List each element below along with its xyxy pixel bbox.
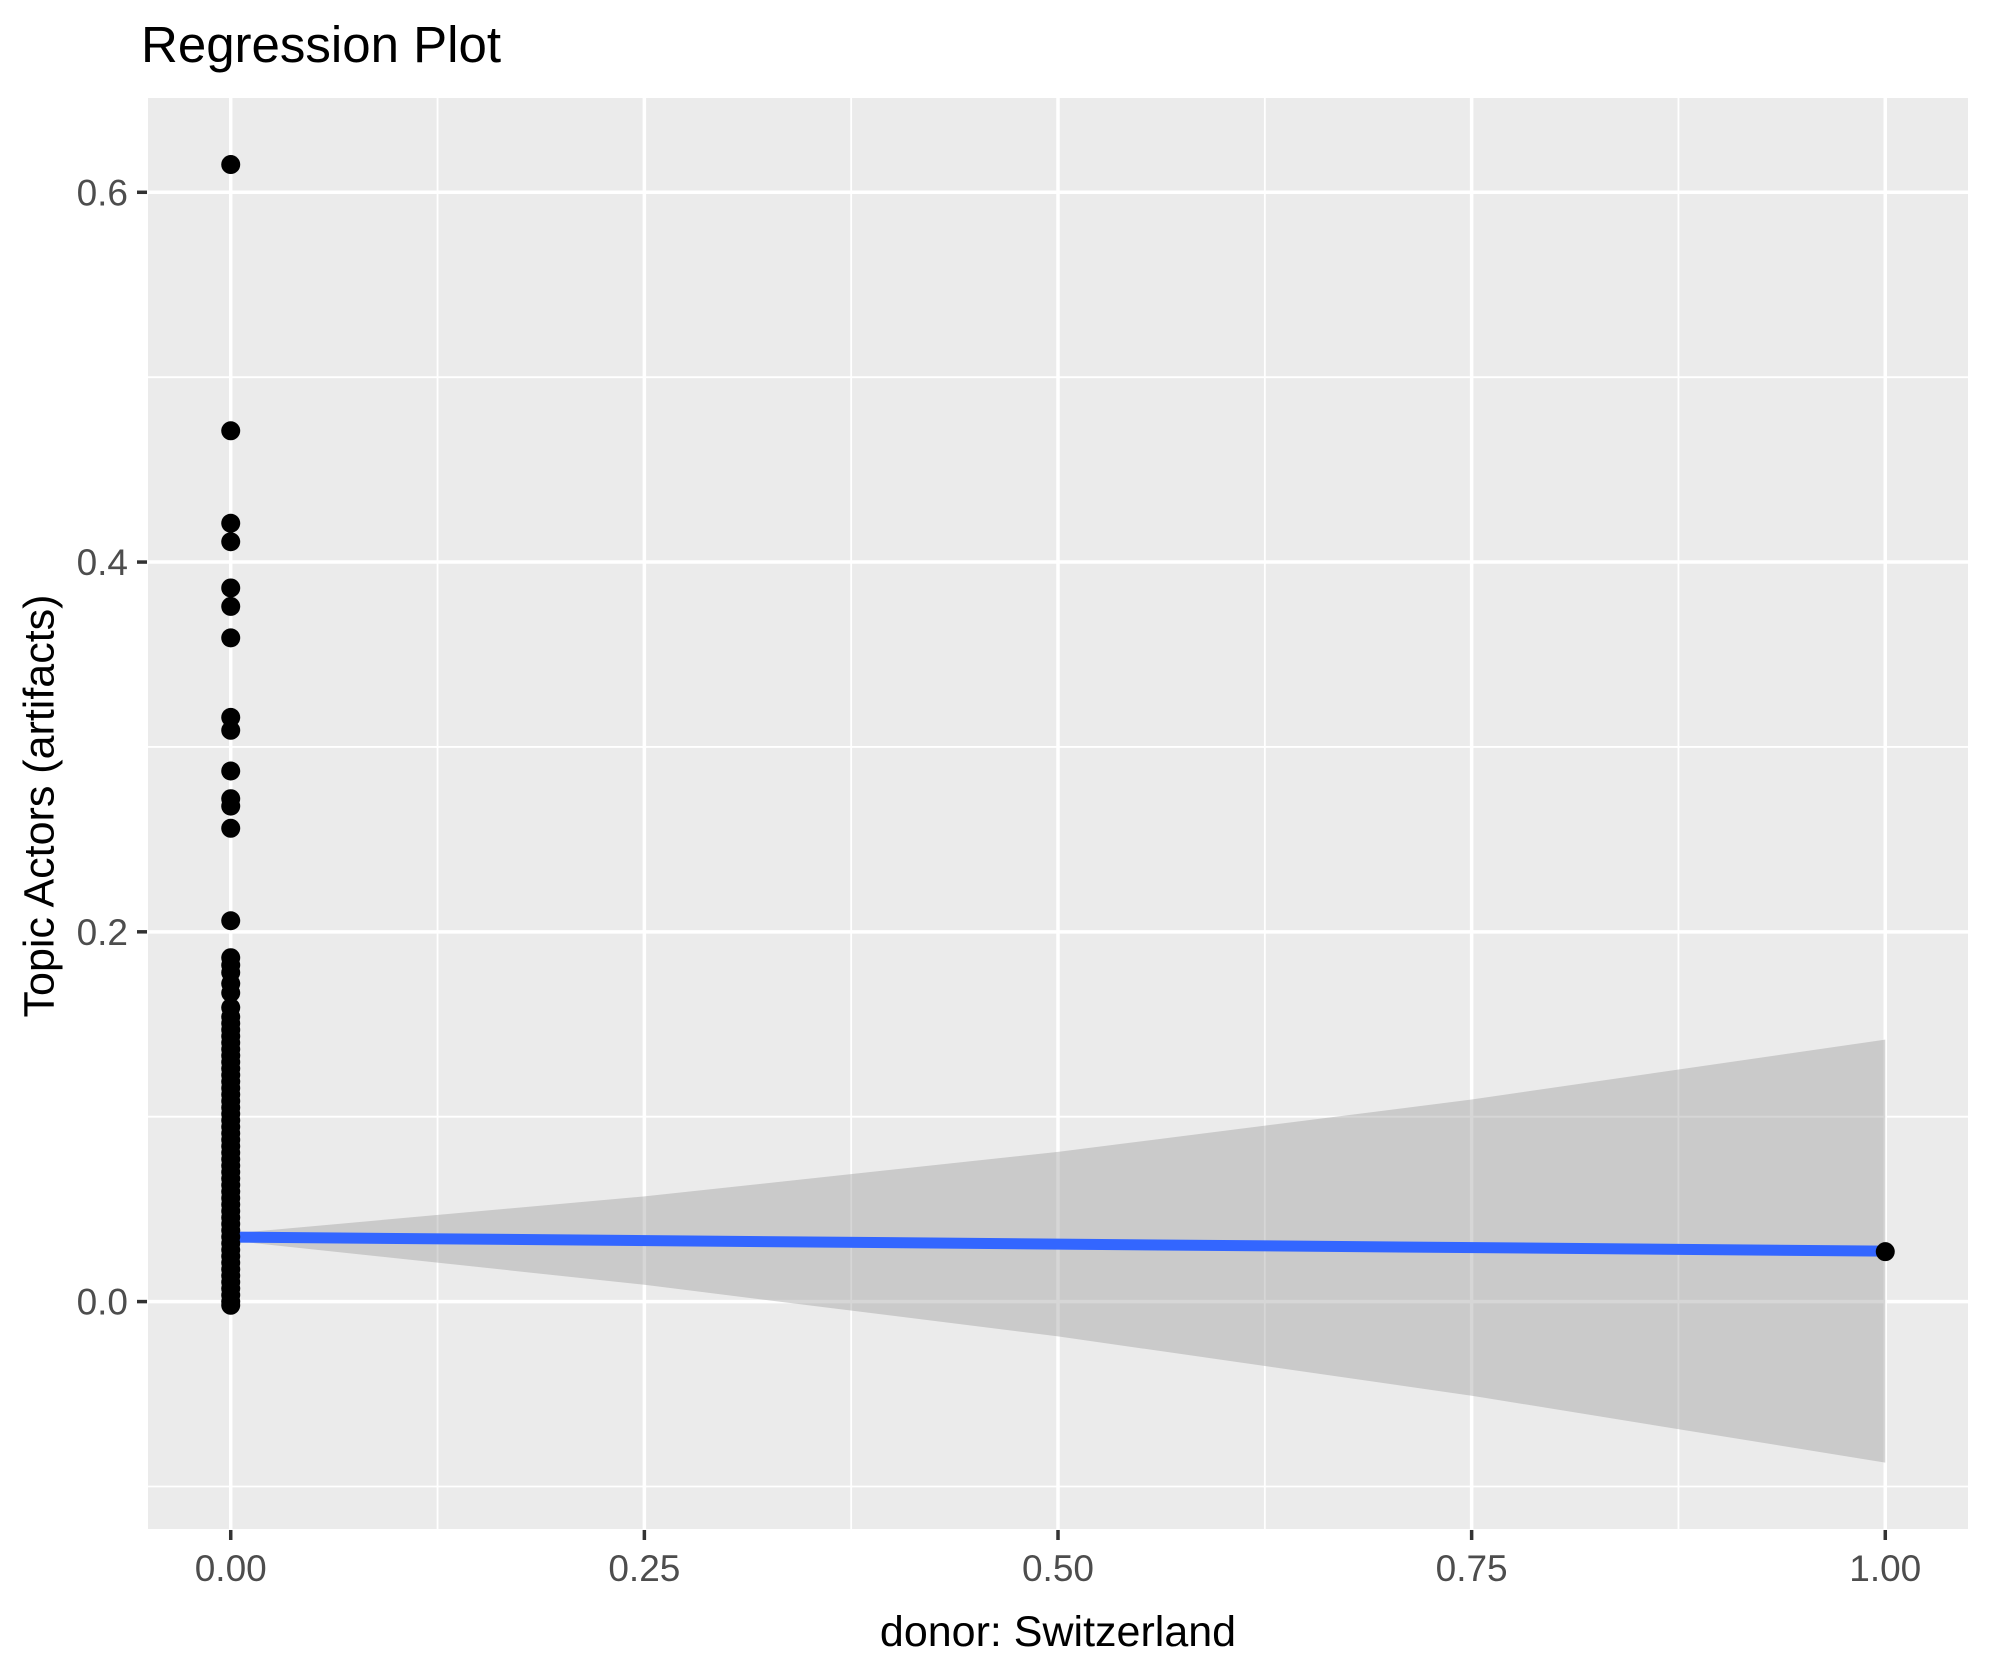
x-tick-label: 0.50 — [1022, 1548, 1094, 1589]
confidence-band — [230, 1039, 1886, 1463]
x-tick-label: 1.00 — [1849, 1548, 1921, 1589]
y-tick-label: 0.6 — [77, 172, 128, 213]
chart-title: Regression Plot — [141, 16, 502, 73]
data-point — [221, 421, 241, 441]
data-point — [221, 628, 241, 648]
x-tick-label: 0.25 — [608, 1548, 680, 1589]
data-point — [221, 578, 241, 598]
y-tick-label: 0.0 — [77, 1282, 128, 1323]
data-point — [221, 1295, 241, 1315]
data-point — [221, 596, 241, 616]
regression-line — [230, 1231, 1886, 1257]
data-point — [221, 761, 241, 781]
x-axis-title: donor: Switzerland — [879, 1608, 1237, 1656]
data-point — [221, 796, 241, 816]
data-point — [221, 818, 241, 838]
y-tick-label: 0.2 — [77, 912, 128, 953]
data-point — [221, 720, 241, 740]
data-point — [221, 513, 241, 533]
data-point — [221, 532, 241, 552]
x-tick-label: 0.75 — [1436, 1548, 1508, 1589]
x-tick-label: 0.00 — [195, 1548, 267, 1589]
y-tick-label: 0.4 — [77, 542, 128, 583]
data-point — [221, 911, 241, 931]
data-point — [1875, 1242, 1895, 1262]
data-point — [221, 155, 241, 175]
data-point — [221, 983, 241, 1003]
